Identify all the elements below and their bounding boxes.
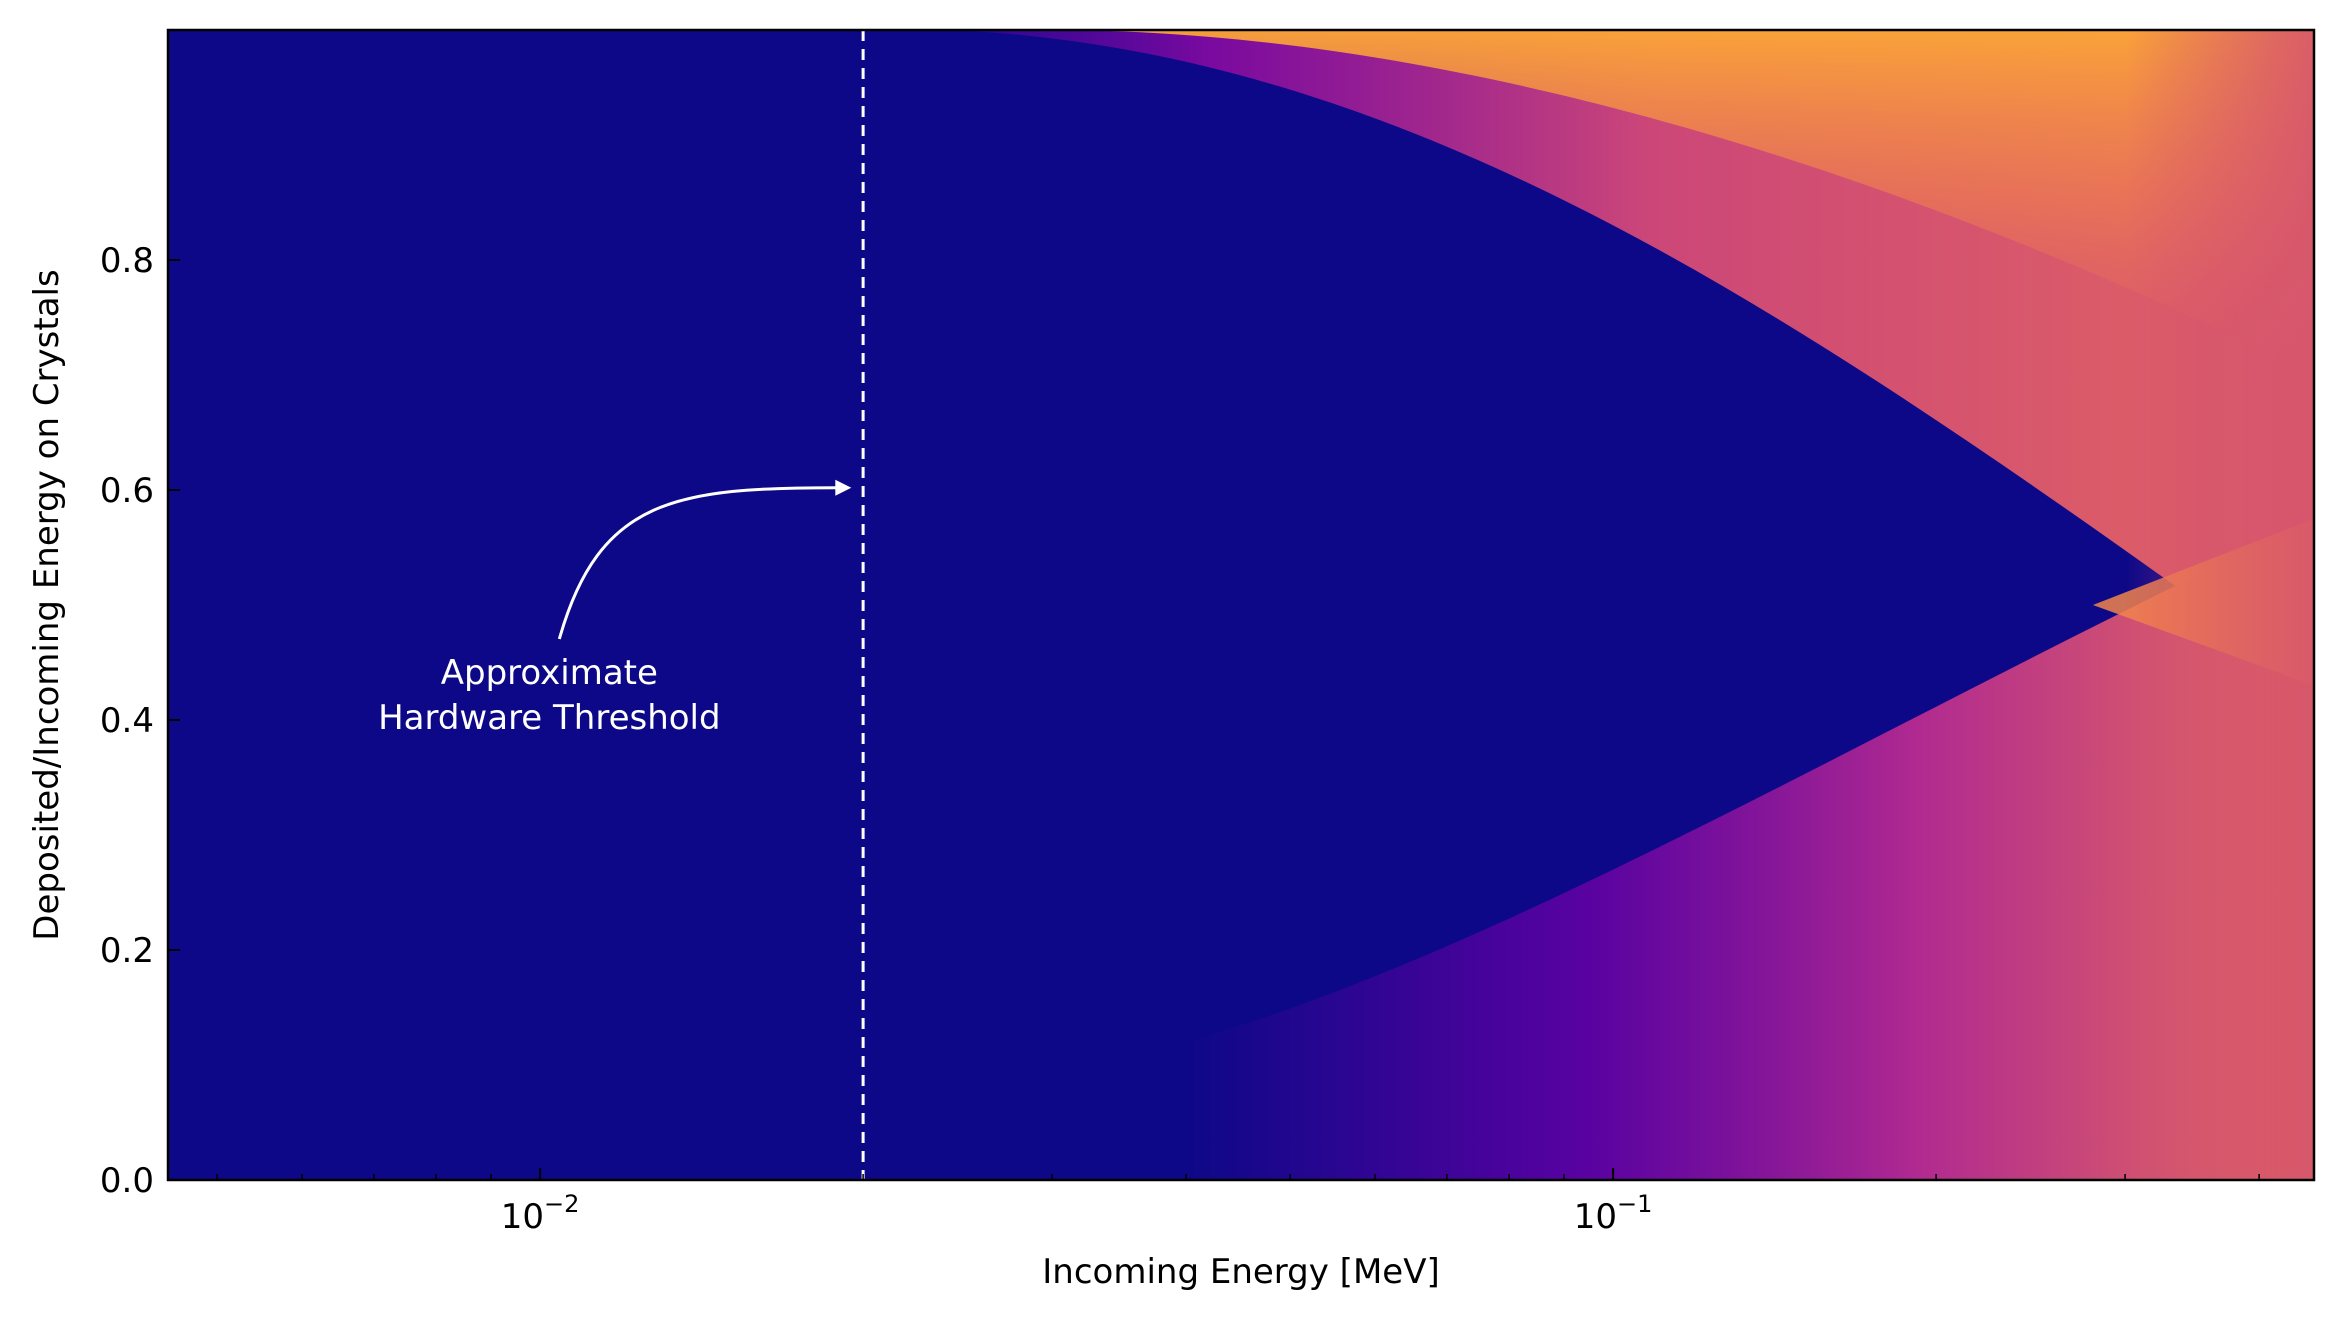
y-tick-label: 0.4 [100,701,154,741]
y-tick-label: 0.0 [100,1161,154,1201]
x-tick-label: 10−1 [1574,1190,1653,1237]
x-axis: 10−2 10−1 [216,1168,2260,1237]
y-axis: 0.0 0.2 0.4 0.6 0.8 [100,241,180,1201]
annotation-arrowhead [835,479,852,496]
right-edge-region [2125,30,2314,1180]
y-axis-label: Deposited/Incoming Energy on Crystals [27,269,67,940]
x-tick-label: 10−2 [501,1190,580,1237]
x-axis-label: Incoming Energy [MeV] [1042,1252,1439,1292]
annotation-text-line-1: Approximate [441,653,658,693]
upper-band-bright-region [1052,30,2314,375]
annotation-text-line-2: Hardware Threshold [378,698,721,738]
y-tick-label: 0.6 [100,471,154,511]
y-tick-label: 0.8 [100,241,154,281]
plot-frame [166,28,2316,1182]
y-tick-label: 0.2 [100,931,154,971]
annotation-arrow [557,486,838,640]
plot-area: Approximate Hardware Threshold [168,30,2314,1180]
lower-band-region [1186,518,2314,1180]
